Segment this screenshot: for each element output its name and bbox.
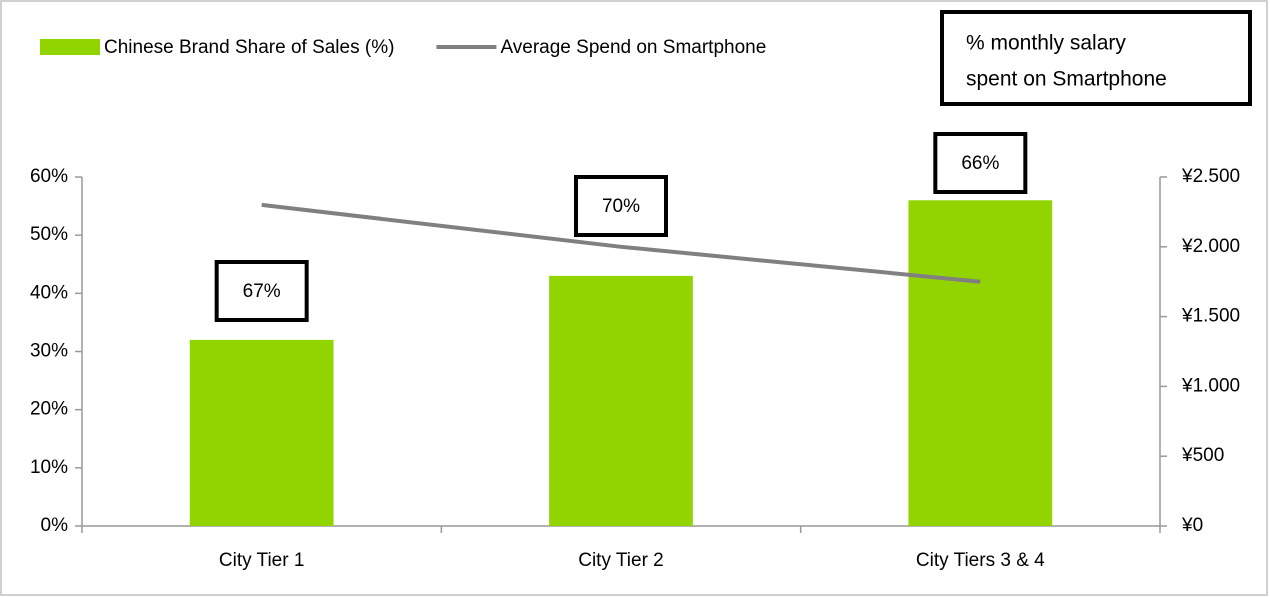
bar (189, 339, 334, 526)
annotation-title: spent on Smartphone (966, 68, 1167, 91)
legend-label: Chinese Brand Share of Sales (%) (104, 37, 394, 58)
legend-swatch (40, 39, 100, 55)
bar (908, 200, 1053, 526)
annotation-box (574, 175, 668, 237)
y-tick-label: 10% (30, 457, 68, 478)
x-tick-label: City Tier 2 (578, 550, 664, 571)
y-tick-label: 60% (30, 166, 68, 187)
y-tick-label: 50% (30, 224, 68, 245)
y2-tick-label: ¥1.000 (1181, 375, 1240, 396)
x-tick-label: City Tier 1 (219, 550, 305, 571)
y-tick-label: 40% (30, 282, 68, 303)
y2-tick-label: ¥2.500 (1181, 166, 1240, 187)
annotation-title: % monthly salary (966, 32, 1126, 55)
y-tick-label: 20% (30, 399, 68, 420)
annotation-box (933, 132, 1028, 194)
y2-tick-label: ¥1.500 (1181, 306, 1240, 327)
line (261, 202, 981, 284)
annotation-box (214, 260, 309, 322)
x-tick-label: City Tiers 3 & 4 (916, 550, 1045, 571)
y-tick-label: 0% (41, 515, 69, 536)
bar (549, 275, 693, 526)
y2-tick-label: ¥0 (1181, 515, 1203, 536)
legend-label: Average Spend on Smartphone (500, 37, 766, 58)
annotation-title-box (940, 10, 1252, 106)
y-tick-label: 30% (30, 341, 68, 362)
annotation: 67% (243, 281, 281, 302)
annotation: 70% (602, 196, 640, 217)
y2-tick-label: ¥2.000 (1181, 236, 1240, 257)
annotation: 66% (961, 153, 999, 174)
y2-tick-label: ¥500 (1181, 445, 1224, 466)
